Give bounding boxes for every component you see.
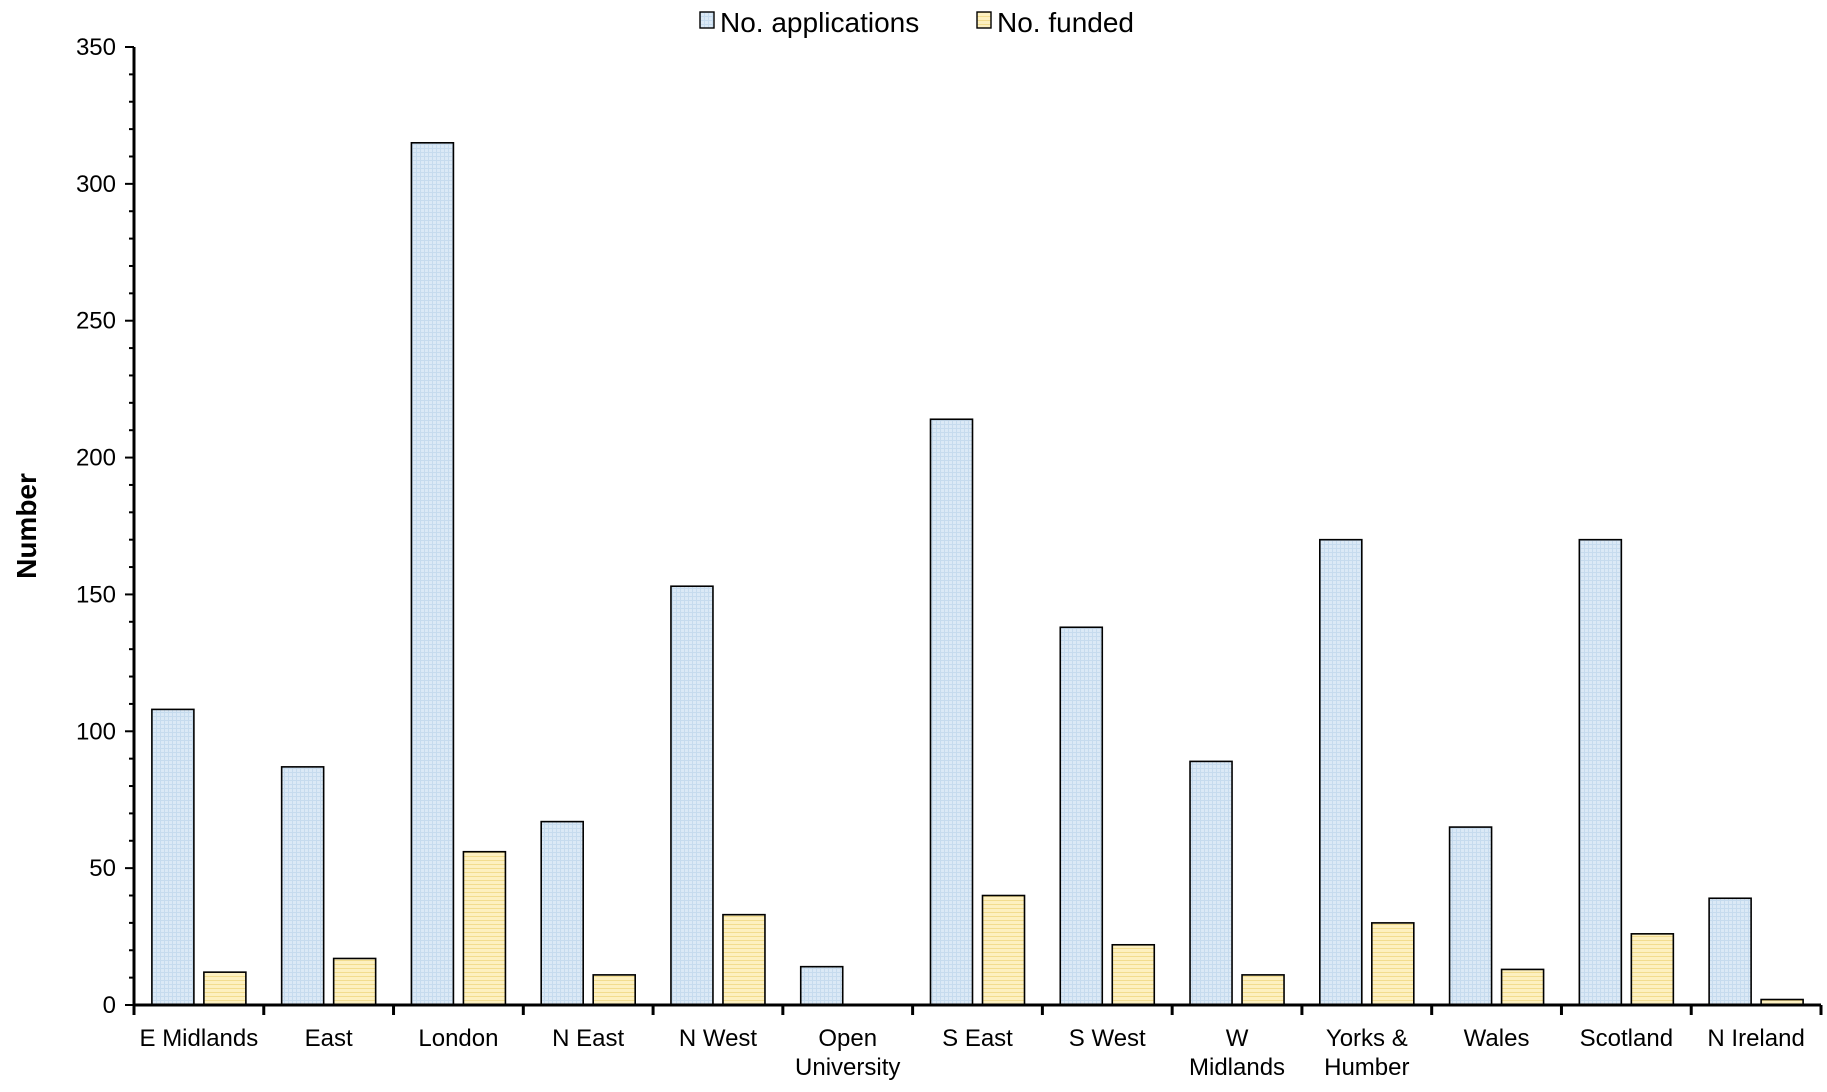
y-tick-label: 250	[76, 308, 116, 335]
x-tick-label: E Midlands	[140, 1025, 259, 1052]
x-tick-label: Yorks & Humber	[1324, 1025, 1409, 1081]
legend-swatch-funded	[976, 11, 992, 29]
axes-group	[125, 46, 1823, 1015]
y-tick-label: 200	[76, 445, 116, 472]
x-tick-label: N Ireland	[1707, 1025, 1804, 1052]
bar-applications-7	[1059, 626, 1104, 1006]
bar-applications-10	[1448, 826, 1493, 1006]
y-tick-label: 0	[103, 992, 116, 1019]
bar-funded-11	[1630, 933, 1675, 1006]
bar-applications-8	[1189, 760, 1233, 1006]
bar-applications-0	[151, 708, 195, 1006]
bar-funded-3	[592, 974, 636, 1006]
bar-funded-8	[1241, 974, 1285, 1006]
y-tick-label: 100	[76, 718, 116, 745]
bar-funded-0	[203, 971, 247, 1006]
bar-applications-5	[799, 965, 844, 1006]
y-tick-label: 50	[89, 855, 116, 882]
bar-funded-7	[1111, 943, 1156, 1006]
x-tick-label: S West	[1069, 1025, 1146, 1052]
x-tick-label: Wales	[1464, 1025, 1530, 1052]
bar-applications-11	[1578, 538, 1623, 1006]
y-axis-title: Number	[11, 473, 42, 579]
x-tick-label: Scotland	[1580, 1025, 1673, 1052]
legend: No. applications No. funded	[699, 7, 1134, 38]
bar-funded-6	[981, 894, 1026, 1006]
bar-applications-9	[1319, 538, 1363, 1006]
bar-applications-3	[540, 820, 584, 1006]
bar-applications-1	[280, 766, 325, 1006]
x-tick-label: East	[305, 1025, 353, 1052]
bar-applications-4	[670, 585, 714, 1006]
bar-funded-1	[332, 957, 377, 1006]
x-tick-label: N East	[552, 1025, 624, 1052]
bar-applications-12	[1708, 897, 1752, 1006]
x-tick-label: London	[418, 1025, 498, 1052]
bar-applications-6	[929, 418, 974, 1006]
bar-funded-10	[1500, 968, 1545, 1006]
bar-funded-9	[1371, 922, 1415, 1006]
y-tick-label: 300	[76, 171, 116, 198]
bar-applications-2	[410, 142, 455, 1006]
x-tick-label: N West	[679, 1025, 758, 1052]
y-tick-label: 150	[76, 581, 116, 608]
legend-label-funded: No. funded	[997, 7, 1134, 38]
labels-group: 0 50 100 150 200 250 300 350 E Midlands East Londo…	[11, 34, 1805, 1081]
bars-group	[151, 142, 1804, 1006]
y-tick-label: 350	[76, 34, 116, 61]
legend-swatch-applications	[699, 11, 715, 29]
bar-funded-2	[462, 850, 507, 1006]
x-tick-label: Open University	[795, 1025, 900, 1081]
x-tick-label: S East	[942, 1025, 1013, 1052]
legend-label-applications: No. applications	[720, 7, 919, 38]
bar-funded-4	[722, 913, 766, 1006]
x-tick-label: W Midlands	[1189, 1025, 1285, 1081]
